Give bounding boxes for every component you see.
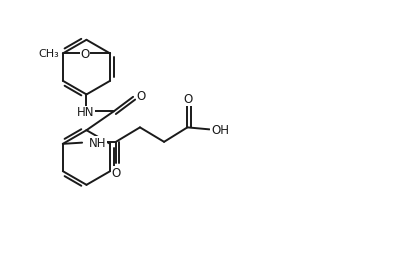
- Text: NH: NH: [89, 137, 107, 150]
- Text: O: O: [81, 49, 90, 61]
- Text: OH: OH: [211, 124, 229, 137]
- Text: CH₃: CH₃: [38, 49, 59, 59]
- Text: HN: HN: [77, 106, 94, 119]
- Text: O: O: [111, 167, 120, 180]
- Text: O: O: [136, 90, 145, 103]
- Text: O: O: [183, 93, 192, 106]
